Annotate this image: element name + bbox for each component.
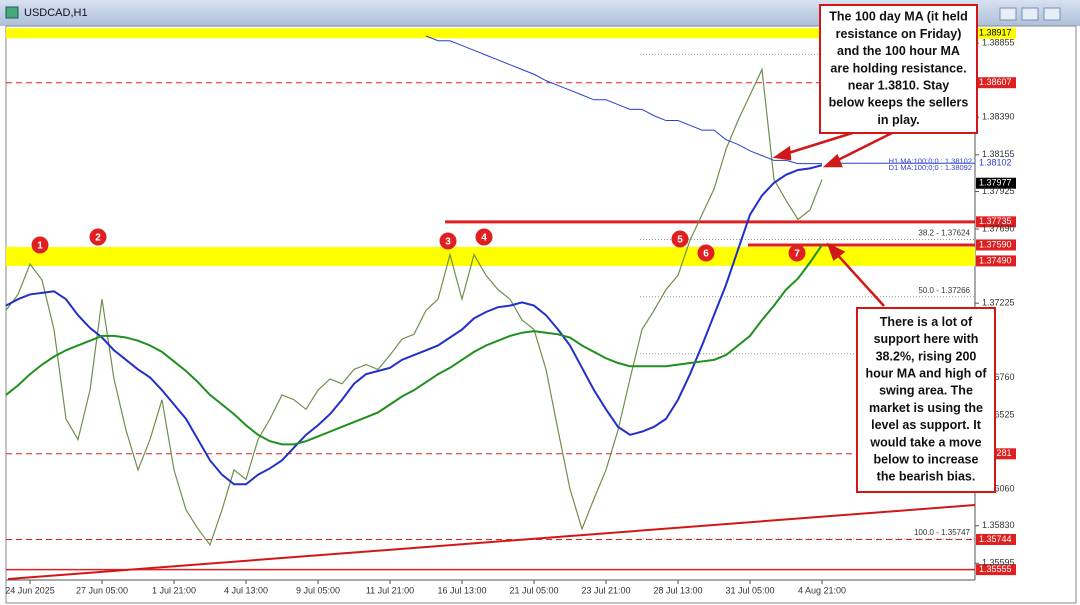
ma-label: H1 MA:100;0;0 : 1.38102	[889, 156, 972, 165]
fib-label: 100.0 - 1.35747	[914, 528, 971, 537]
y-tick-label: 1.35830	[982, 520, 1015, 530]
x-tick-label: 16 Jul 13:00	[437, 585, 486, 595]
annotation-text: swing area. The	[879, 384, 973, 398]
annotation-text: near 1.3810. Stay	[848, 78, 950, 92]
annotation-text: the bearish bias.	[877, 470, 976, 484]
y-tick-label: 1.37225	[982, 298, 1015, 308]
close-button[interactable]	[1043, 7, 1061, 21]
window-title: USDCAD,H1	[24, 7, 88, 19]
level-tag	[976, 255, 1016, 267]
annotation-text: hour MA and high of	[865, 366, 987, 380]
x-tick-label: 11 Jul 21:00	[366, 585, 414, 595]
swing-marker-label: 5	[677, 235, 683, 246]
series-line	[5, 164, 823, 486]
annotation-text: would take a move	[869, 435, 981, 449]
level-tag	[976, 564, 1016, 576]
x-tick-label: 1 Jul 21:00	[152, 585, 196, 595]
level-tag	[976, 216, 1016, 228]
level-label: 1.35744	[979, 534, 1012, 544]
annotation-box	[819, 4, 978, 134]
level-label: 1.37735	[979, 216, 1012, 226]
maximize-button[interactable]	[1021, 7, 1039, 21]
annotation-text: below to increase	[874, 452, 979, 466]
x-tick-label: 4 Aug 21:00	[798, 585, 846, 595]
series-line	[5, 67, 823, 547]
level-label: 1.37977	[979, 178, 1012, 188]
swing-marker	[788, 244, 806, 262]
y-tick-label: 1.37925	[982, 186, 1015, 196]
annotation-text: are holding resistance.	[830, 61, 966, 75]
x-tick-label: 9 Jul 05:00	[296, 585, 340, 595]
x-tick-label: 21 Jul 05:00	[509, 585, 558, 595]
y-tick-label: 1.37690	[982, 223, 1015, 233]
arrow	[781, 128, 863, 157]
trend-line	[7, 504, 976, 580]
y-tick-label: 1.36525	[982, 409, 1015, 419]
level-label: 1.38102	[979, 158, 1012, 168]
level-band	[6, 28, 975, 39]
swing-marker-label: 6	[703, 249, 709, 260]
x-tick-label: 24 Jun 2025	[5, 585, 55, 595]
level-label: 1.37490	[979, 255, 1012, 265]
x-tick-label: 23 Jul 21:00	[581, 585, 630, 595]
annotation-text: resistance on Friday)	[836, 27, 962, 41]
level-tag	[976, 239, 1016, 251]
fib-label: 38.2 - 1.37624	[918, 229, 970, 238]
y-tick-label: 1.36760	[982, 372, 1015, 382]
x-tick-label: 31 Jul 05:00	[725, 585, 774, 595]
arrow-head	[822, 153, 843, 168]
annotation-text: level as support. It	[871, 418, 982, 432]
y-tick-label: 1.36060	[982, 483, 1015, 493]
arrow	[833, 250, 885, 307]
swing-marker-label: 1	[37, 241, 43, 252]
y-tick-label: 1.38855	[982, 38, 1015, 48]
annotation-text: market is using the	[869, 401, 983, 415]
window-icon	[5, 6, 19, 19]
arrow	[831, 128, 899, 165]
annotation-box	[856, 307, 996, 493]
annotation-text: below keeps the sellers	[829, 96, 969, 110]
support-zone	[6, 246, 975, 266]
level-tag	[976, 533, 1016, 545]
x-tick-label: 4 Jul 13:00	[224, 585, 268, 595]
y-tick-label: 1.35595	[982, 558, 1015, 568]
level-label: 1.35555	[979, 564, 1012, 574]
ma-label: D1 MA:100;0;0 : 1.38092	[889, 163, 972, 172]
level-tag	[976, 27, 1016, 39]
annotation-text: and the 100 hour MA	[837, 44, 960, 58]
level-label: 1.37590	[979, 239, 1012, 249]
annotation-text: There is a lot of	[880, 315, 973, 329]
annotation-text: support here with	[874, 332, 979, 346]
swing-marker	[697, 244, 715, 262]
level-label: 1.38607	[979, 77, 1012, 87]
swing-marker-label: 7	[794, 249, 800, 260]
y-tick-label: 1.38155	[982, 149, 1015, 159]
arrow-head	[772, 145, 792, 161]
x-tick-label: 28 Jul 13:00	[653, 585, 702, 595]
annotation-text: in play.	[877, 113, 919, 127]
series-line	[5, 244, 823, 446]
x-tick-label: 27 Jun 05:00	[76, 585, 128, 595]
swing-marker	[671, 230, 689, 248]
y-tick-label: 1.38390	[982, 112, 1015, 122]
annotation-text: The 100 day MA (it held	[829, 10, 967, 24]
series-line	[425, 35, 822, 165]
annotation-text: 38.2%, rising 200	[876, 349, 977, 363]
swing-marker	[31, 236, 49, 254]
swing-marker	[89, 228, 107, 246]
arrow-head	[826, 242, 846, 262]
level-tag	[976, 77, 1016, 89]
swing-marker	[439, 232, 457, 250]
minimize-button[interactable]	[999, 7, 1017, 21]
fib-label: 50.0 - 1.37266	[918, 286, 970, 295]
level-label: 1.38917	[979, 28, 1012, 38]
swing-marker-label: 4	[481, 233, 487, 244]
swing-marker-label: 2	[95, 233, 101, 244]
swing-marker-label: 3	[445, 237, 451, 248]
swing-marker	[475, 228, 493, 246]
level-tag	[976, 177, 1016, 189]
